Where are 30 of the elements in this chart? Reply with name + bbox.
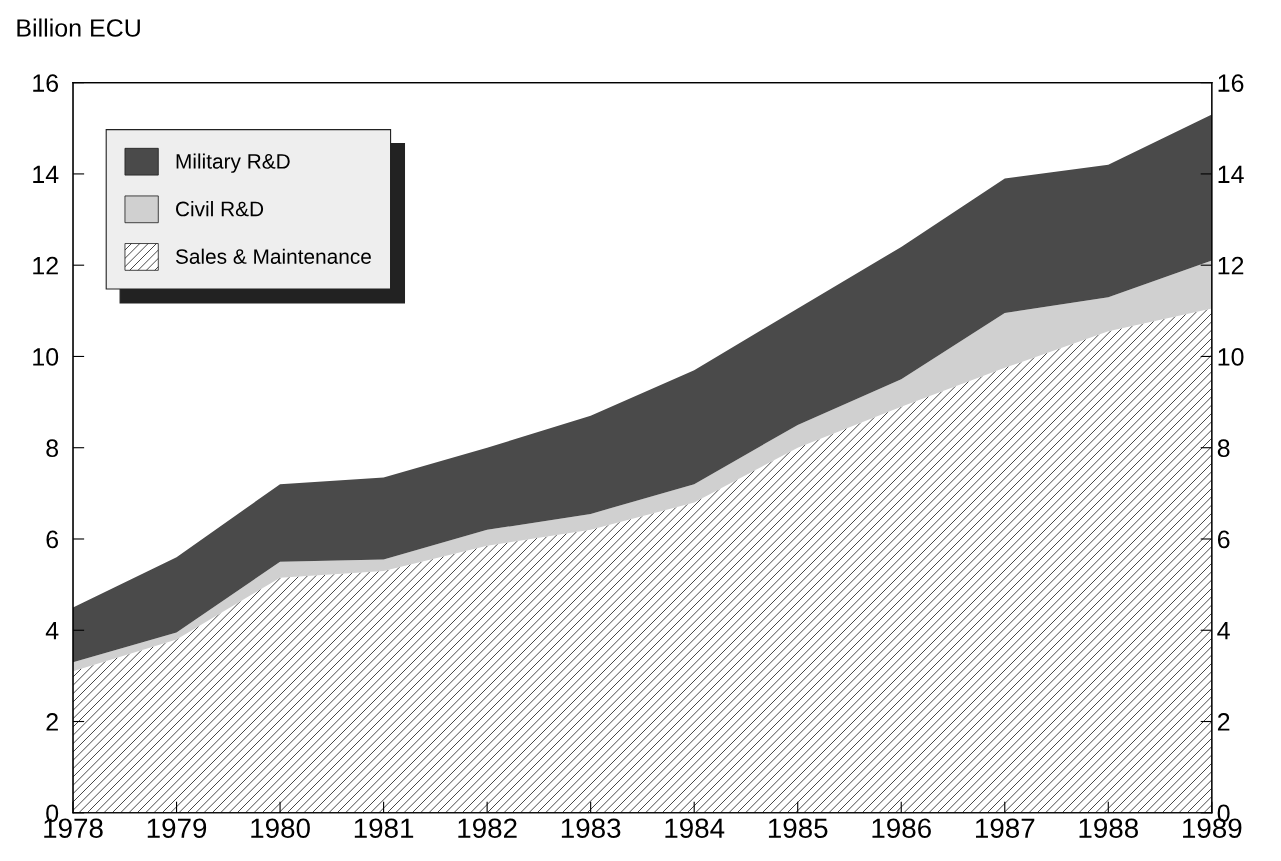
x-tick-label: 1981 — [354, 818, 414, 839]
y2-tick-label: 12 — [1218, 256, 1244, 275]
x-tick-label: 1982 — [458, 818, 517, 839]
x-tick-label: 1980 — [251, 818, 310, 839]
x-tick-label: 1979 — [147, 818, 207, 839]
legend-label: Military R&D — [176, 153, 290, 173]
y2-tick-label: 2 — [1217, 713, 1230, 731]
y-tick-label: 12 — [33, 256, 58, 275]
x-tick-label: 1983 — [561, 818, 621, 839]
x-tick-label: 1988 — [1079, 818, 1138, 839]
y-axis-title: Billion ECU — [17, 18, 140, 37]
legend-label: Civil R&D — [176, 201, 264, 217]
y2-tick-label: 14 — [1218, 165, 1244, 183]
x-tick-label: 1986 — [872, 818, 931, 839]
y-tick-label: 8 — [46, 439, 59, 458]
y-tick-label: 10 — [33, 348, 59, 366]
y2-tick-label: 10 — [1218, 348, 1244, 366]
x-tick-label: 1987 — [975, 818, 1035, 839]
y2-tick-label: 6 — [1217, 530, 1230, 549]
y2-tick-label: 8 — [1217, 439, 1230, 458]
y-tick-label: 16 — [33, 74, 59, 92]
y-tick-label: 4 — [45, 622, 59, 640]
y-tick-label: 14 — [33, 165, 59, 183]
y-tick-label: 2 — [46, 713, 58, 731]
legend-label: Sales & Maintenance — [175, 248, 371, 264]
x-tick-label: 1985 — [768, 818, 828, 839]
y-tick-label: 6 — [46, 530, 59, 549]
x-tick-label: 1984 — [665, 818, 725, 839]
y2-tick-label: 16 — [1218, 74, 1244, 92]
y2-tick-label: 4 — [1217, 622, 1230, 640]
